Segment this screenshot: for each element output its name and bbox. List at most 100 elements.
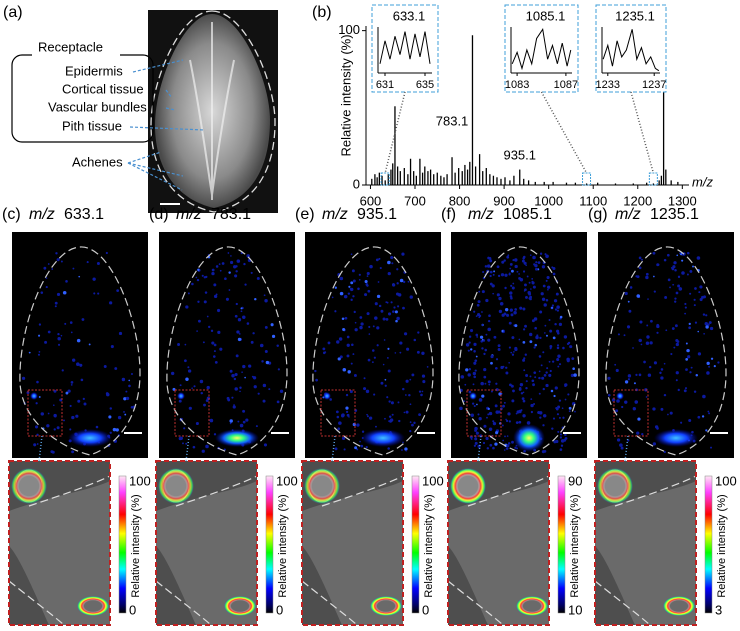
signal	[541, 450, 545, 454]
signal	[545, 298, 549, 302]
signal	[353, 310, 356, 314]
signal	[498, 296, 502, 301]
signal	[407, 280, 410, 283]
hotspot	[323, 392, 331, 400]
signal	[541, 265, 546, 269]
signal	[504, 286, 507, 290]
signal	[420, 393, 423, 397]
panel-label: (d)	[149, 206, 169, 223]
signal	[564, 433, 567, 437]
signal	[378, 304, 382, 308]
signal	[689, 269, 693, 273]
signal	[510, 313, 514, 317]
signal	[356, 448, 359, 451]
signal	[488, 256, 492, 260]
signal	[624, 380, 629, 384]
signal	[706, 371, 710, 375]
signal	[542, 351, 545, 354]
signal	[521, 397, 525, 401]
signal	[334, 286, 337, 289]
signal	[570, 373, 575, 378]
signal	[538, 376, 541, 380]
colorbar-min: 0	[422, 602, 429, 617]
signal	[641, 258, 643, 261]
signal	[70, 331, 73, 334]
signal	[532, 285, 536, 289]
signal	[241, 371, 243, 374]
zoom-frame	[447, 460, 550, 626]
signal	[197, 300, 200, 303]
signal	[387, 447, 390, 450]
signal	[706, 361, 710, 366]
signal	[533, 317, 538, 321]
signal	[481, 394, 485, 398]
signal	[713, 365, 716, 368]
signal	[529, 295, 532, 299]
signal	[553, 440, 557, 444]
signal	[394, 352, 397, 354]
signal	[409, 403, 412, 406]
signal	[464, 383, 467, 386]
signal	[717, 361, 720, 364]
y-tick-label: 0	[353, 176, 360, 191]
signal	[405, 379, 409, 383]
signal	[117, 415, 122, 420]
signal	[489, 259, 493, 263]
signal	[61, 369, 64, 372]
signal	[510, 269, 514, 273]
signal	[532, 255, 536, 260]
x-tick-label: 900	[493, 193, 515, 208]
zoom-image	[594, 460, 697, 626]
signal	[501, 424, 504, 427]
signal	[685, 368, 688, 371]
signal	[508, 321, 512, 325]
signal	[339, 276, 344, 281]
colorbar-min: 0	[129, 602, 136, 617]
signal	[569, 345, 573, 349]
signal	[645, 396, 648, 398]
signal	[233, 377, 237, 381]
signal	[417, 331, 420, 334]
signal	[483, 375, 487, 379]
signal	[405, 449, 408, 452]
signal	[213, 343, 217, 347]
signal	[262, 383, 267, 388]
signal	[476, 336, 479, 338]
signal	[246, 254, 250, 258]
signal	[365, 389, 370, 394]
signal	[209, 418, 214, 423]
signal	[511, 353, 515, 356]
signal	[391, 262, 394, 265]
signal	[709, 326, 714, 331]
signal	[669, 411, 673, 415]
signal	[262, 399, 266, 403]
signal	[346, 354, 350, 358]
signal	[112, 427, 117, 432]
signal	[384, 417, 386, 420]
signal	[80, 378, 84, 382]
outline	[155, 475, 258, 626]
signal	[507, 254, 510, 257]
signal	[353, 374, 357, 377]
signal	[233, 265, 237, 269]
signal	[542, 387, 545, 391]
signal	[617, 333, 620, 336]
signal	[383, 339, 386, 341]
mz-prefix: m/z	[176, 206, 202, 223]
signal	[213, 350, 216, 353]
signal	[366, 275, 369, 278]
signal	[359, 440, 361, 443]
signal	[244, 376, 246, 379]
signal	[638, 373, 642, 377]
signal	[337, 357, 341, 361]
signal	[393, 306, 396, 309]
inset-title: 633.1	[393, 8, 426, 23]
signal	[376, 294, 381, 299]
signal	[485, 298, 489, 303]
signal	[548, 360, 551, 363]
signal	[513, 311, 517, 315]
hotspot	[215, 429, 259, 447]
signal	[491, 284, 495, 288]
signal	[36, 443, 39, 445]
signal	[467, 349, 470, 352]
